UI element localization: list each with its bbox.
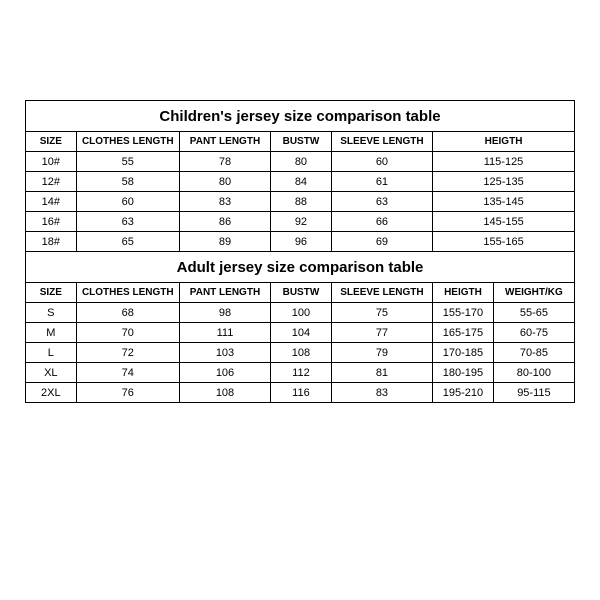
cell: 63 xyxy=(331,192,432,212)
table-row: S 68 98 100 75 155-170 55-65 xyxy=(26,303,575,323)
cell: 88 xyxy=(271,192,332,212)
cell: 195-210 xyxy=(433,383,494,403)
cell: 89 xyxy=(179,232,270,252)
cell: 65 xyxy=(76,232,179,252)
cell: 60 xyxy=(76,192,179,212)
cell: 100 xyxy=(271,303,332,323)
children-hdr-pant: PANT LENGTH xyxy=(179,132,270,152)
adult-hdr-height: HEIGTH xyxy=(433,283,494,303)
adult-hdr-size: SIZE xyxy=(26,283,77,303)
table-row: 2XL 76 108 116 83 195-210 95-115 xyxy=(26,383,575,403)
adult-title-row: Adult jersey size comparison table xyxy=(26,252,575,283)
cell: 170-185 xyxy=(433,343,494,363)
cell: 75 xyxy=(331,303,432,323)
adult-hdr-clothes: CLOTHES LENGTH xyxy=(76,283,179,303)
cell: XL xyxy=(26,363,77,383)
cell: 55-65 xyxy=(493,303,574,323)
cell: 80 xyxy=(271,152,332,172)
cell: 108 xyxy=(271,343,332,363)
adult-header-row: SIZE CLOTHES LENGTH PANT LENGTH BUSTW SL… xyxy=(26,283,575,303)
adult-hdr-pant: PANT LENGTH xyxy=(179,283,270,303)
cell: 12# xyxy=(26,172,77,192)
cell: 111 xyxy=(179,323,270,343)
cell: 155-170 xyxy=(433,303,494,323)
cell: S xyxy=(26,303,77,323)
cell: 106 xyxy=(179,363,270,383)
cell: 2XL xyxy=(26,383,77,403)
cell: 112 xyxy=(271,363,332,383)
cell: 83 xyxy=(179,192,270,212)
children-hdr-height: HEIGTH xyxy=(433,132,575,152)
cell: 66 xyxy=(331,212,432,232)
size-chart-table: Children's jersey size comparison table … xyxy=(25,100,575,403)
cell: 69 xyxy=(331,232,432,252)
cell: 10# xyxy=(26,152,77,172)
table-row: 18# 65 89 96 69 155-165 xyxy=(26,232,575,252)
cell: 145-155 xyxy=(433,212,575,232)
cell: 61 xyxy=(331,172,432,192)
table-row: 12# 58 80 84 61 125-135 xyxy=(26,172,575,192)
cell: 72 xyxy=(76,343,179,363)
children-hdr-size: SIZE xyxy=(26,132,77,152)
adult-hdr-sleeve: SLEEVE LENGTH xyxy=(331,283,432,303)
cell: M xyxy=(26,323,77,343)
cell: 103 xyxy=(179,343,270,363)
cell: 78 xyxy=(179,152,270,172)
cell: 80-100 xyxy=(493,363,574,383)
cell: 92 xyxy=(271,212,332,232)
cell: 108 xyxy=(179,383,270,403)
cell: 83 xyxy=(331,383,432,403)
table-row: 10# 55 78 80 60 115-125 xyxy=(26,152,575,172)
children-hdr-bustw: BUSTW xyxy=(271,132,332,152)
cell: 95-115 xyxy=(493,383,574,403)
table-row: L 72 103 108 79 170-185 70-85 xyxy=(26,343,575,363)
cell: 135-145 xyxy=(433,192,575,212)
cell: 98 xyxy=(179,303,270,323)
cell: 74 xyxy=(76,363,179,383)
cell: 96 xyxy=(271,232,332,252)
cell: 86 xyxy=(179,212,270,232)
children-title: Children's jersey size comparison table xyxy=(26,101,575,132)
children-header-row: SIZE CLOTHES LENGTH PANT LENGTH BUSTW SL… xyxy=(26,132,575,152)
cell: 55 xyxy=(76,152,179,172)
table-row: 14# 60 83 88 63 135-145 xyxy=(26,192,575,212)
cell: 63 xyxy=(76,212,179,232)
children-hdr-sleeve: SLEEVE LENGTH xyxy=(331,132,432,152)
cell: L xyxy=(26,343,77,363)
children-title-row: Children's jersey size comparison table xyxy=(26,101,575,132)
page-wrap: Children's jersey size comparison table … xyxy=(0,0,600,600)
cell: 80 xyxy=(179,172,270,192)
cell: 125-135 xyxy=(433,172,575,192)
cell: 165-175 xyxy=(433,323,494,343)
cell: 116 xyxy=(271,383,332,403)
adult-hdr-bustw: BUSTW xyxy=(271,283,332,303)
table-row: XL 74 106 112 81 180-195 80-100 xyxy=(26,363,575,383)
cell: 180-195 xyxy=(433,363,494,383)
cell: 60 xyxy=(331,152,432,172)
cell: 155-165 xyxy=(433,232,575,252)
cell: 16# xyxy=(26,212,77,232)
cell: 70 xyxy=(76,323,179,343)
cell: 60-75 xyxy=(493,323,574,343)
cell: 76 xyxy=(76,383,179,403)
cell: 77 xyxy=(331,323,432,343)
table-row: M 70 111 104 77 165-175 60-75 xyxy=(26,323,575,343)
cell: 70-85 xyxy=(493,343,574,363)
cell: 58 xyxy=(76,172,179,192)
adult-title: Adult jersey size comparison table xyxy=(26,252,575,283)
children-hdr-clothes: CLOTHES LENGTH xyxy=(76,132,179,152)
cell: 14# xyxy=(26,192,77,212)
cell: 81 xyxy=(331,363,432,383)
cell: 79 xyxy=(331,343,432,363)
cell: 18# xyxy=(26,232,77,252)
cell: 115-125 xyxy=(433,152,575,172)
table-row: 16# 63 86 92 66 145-155 xyxy=(26,212,575,232)
cell: 104 xyxy=(271,323,332,343)
adult-hdr-weight: WEIGHT/KG xyxy=(493,283,574,303)
cell: 84 xyxy=(271,172,332,192)
cell: 68 xyxy=(76,303,179,323)
